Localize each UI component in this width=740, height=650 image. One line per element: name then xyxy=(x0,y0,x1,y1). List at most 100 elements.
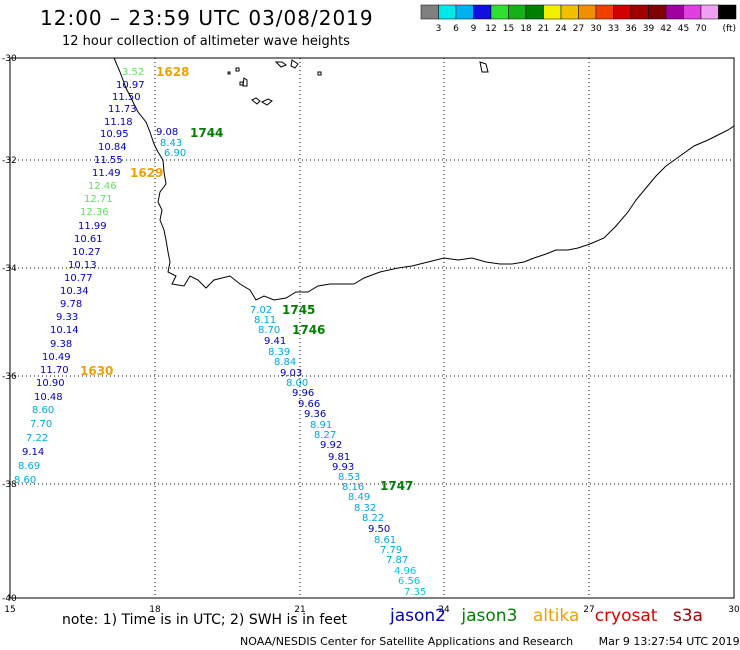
wave-height-label: 10.84 xyxy=(98,142,127,153)
wave-height-label: 9.36 xyxy=(304,409,326,420)
latitude-label: -40 xyxy=(2,594,17,604)
colorbar-swatch xyxy=(438,4,457,20)
pass-time-labels: 1628 1744 1629 1745 1746 1630 1747 xyxy=(80,65,413,493)
colorbar-swatch xyxy=(578,4,597,20)
colorbar-tick-label: 30 xyxy=(590,24,602,34)
colorbar-tick-label: 45 xyxy=(678,24,689,34)
legend-s3a: s3a xyxy=(672,606,703,626)
wave-height-label: 7.22 xyxy=(26,433,48,444)
coastline xyxy=(113,57,735,301)
wave-height-label: 7.70 xyxy=(30,419,52,430)
wave-height-label: 10.49 xyxy=(42,352,71,363)
wave-height-label: 11.55 xyxy=(94,155,123,166)
islands xyxy=(227,59,489,106)
colorbar-tick-label: 3 xyxy=(436,24,442,34)
wave-height-label: 8.69 xyxy=(18,461,40,472)
colorbar-swatch xyxy=(455,4,474,20)
wave-height-label: 10.14 xyxy=(50,325,79,336)
wave-height-label: 7.79 xyxy=(380,545,402,556)
wave-height-label: 6.90 xyxy=(164,148,186,159)
colorbar-swatch xyxy=(490,4,509,20)
wave-height-label: 9.38 xyxy=(50,339,72,350)
colorbar-swatch xyxy=(665,4,684,20)
graticule xyxy=(10,58,734,598)
wave-height-label: 10.97 xyxy=(116,80,145,91)
wave-height-label: 8.32 xyxy=(354,503,376,514)
wave-height-label: 8.84 xyxy=(274,357,296,368)
generated-timestamp: Mar 9 13:27:54 UTC 2019 xyxy=(598,635,740,648)
colorbar-tick-label: 24 xyxy=(555,24,567,34)
wave-height-label: 7.87 xyxy=(386,555,408,566)
page-subtitle: 12 hour collection of altimeter wave hei… xyxy=(62,34,350,49)
wave-height-label: 9.14 xyxy=(22,447,44,458)
colorbar-tick-label: 15 xyxy=(503,24,514,34)
colorbar xyxy=(420,4,737,20)
longitude-label: 27 xyxy=(583,605,594,615)
latitude-label: -30 xyxy=(2,54,17,64)
wave-height-label: 7.35 xyxy=(404,587,426,598)
colorbar-swatch xyxy=(508,4,527,20)
colorbar-swatch xyxy=(595,4,614,20)
colorbar-swatch xyxy=(683,4,702,20)
wave-height-label: 10.48 xyxy=(34,392,63,403)
latitude-labels: -30 -32 -34 -36 -38 -40 xyxy=(2,54,17,604)
longitude-label: 24 xyxy=(438,605,450,615)
legend-cryosat: cryosat xyxy=(594,606,658,626)
wave-height-label: 9.03 xyxy=(280,368,302,379)
wave-height-label: 8.00 xyxy=(286,378,308,389)
longitude-label: 15 xyxy=(4,605,15,615)
wave-height-label: 8.11 xyxy=(254,315,276,326)
pass-time-label: 1747 xyxy=(380,479,413,493)
colorbar-swatch xyxy=(543,4,562,20)
wave-height-label: 8.70 xyxy=(258,325,280,336)
wave-height-label: 9.78 xyxy=(60,299,82,310)
wave-height-label: 12.71 xyxy=(84,194,113,205)
wave-height-label: 9.33 xyxy=(56,312,78,323)
satellite-legend: jason2 jason3 altika cryosat s3a xyxy=(390,606,713,626)
colorbar-tick-label: 9 xyxy=(471,24,477,34)
wave-height-label: 10.77 xyxy=(64,273,93,284)
colorbar-tick-label: 36 xyxy=(625,24,637,34)
pass-time-label: 1628 xyxy=(156,65,189,79)
wave-height-label: 8.43 xyxy=(160,138,182,149)
colorbar-tick-label: 21 xyxy=(538,24,549,34)
pass-time-label: 1630 xyxy=(80,364,113,378)
colorbar-tick-label: 42 xyxy=(660,24,671,34)
wave-height-label: 10.61 xyxy=(74,234,103,245)
wave-height-label: 9.41 xyxy=(264,336,286,347)
latitude-label: -32 xyxy=(2,156,17,166)
wave-height-label: 3.52 xyxy=(122,67,144,78)
wave-height-label: 6.56 xyxy=(398,576,420,587)
latitude-label: -38 xyxy=(2,480,17,490)
wave-height-label: 8.22 xyxy=(362,513,384,524)
wave-height-label: 8.60 xyxy=(32,405,54,416)
colorbar-tick-label: 12 xyxy=(485,24,496,34)
wave-height-label: 8.16 xyxy=(342,482,364,493)
longitude-label: 30 xyxy=(728,605,740,615)
colorbar-swatch xyxy=(525,4,544,20)
wave-height-label: 10.27 xyxy=(72,247,101,258)
colorbar-tick-label: 33 xyxy=(608,24,619,34)
colorbar-swatch xyxy=(648,4,667,20)
wave-height-label: 11.73 xyxy=(108,104,137,115)
wave-height-label: 9.92 xyxy=(320,440,342,451)
colorbar-labels: 3 6 9 12 15 18 21 24 27 30 33 36 39 42 45 70 (ft) xyxy=(436,24,736,34)
wave-height-label: 8.53 xyxy=(338,472,360,483)
credit-org: NOAA/NESDIS Center for Satellite Applica… xyxy=(240,635,574,648)
wave-height-label: 9.66 xyxy=(298,399,320,410)
wave-height-label: 8.49 xyxy=(348,492,370,503)
wave-height-label: 9.96 xyxy=(292,388,314,399)
pass-time-label: 1744 xyxy=(190,126,223,140)
wave-height-label: 9.50 xyxy=(368,524,390,535)
colorbar-tick-label: 70 xyxy=(695,24,707,34)
colorbar-tick-label: 6 xyxy=(453,24,459,34)
wave-height-label: 8.27 xyxy=(314,430,336,441)
colorbar-swatch xyxy=(420,4,439,20)
wave-height-labels: 3.5210.9711.5011.7311.1810.9510.8411.551… xyxy=(14,67,426,598)
wave-height-label: 11.99 xyxy=(78,221,107,232)
colorbar-swatch xyxy=(700,4,719,20)
wave-height-label: 8.91 xyxy=(310,420,332,431)
longitude-label: 21 xyxy=(294,605,305,615)
colorbar-unit: (ft) xyxy=(723,24,737,34)
